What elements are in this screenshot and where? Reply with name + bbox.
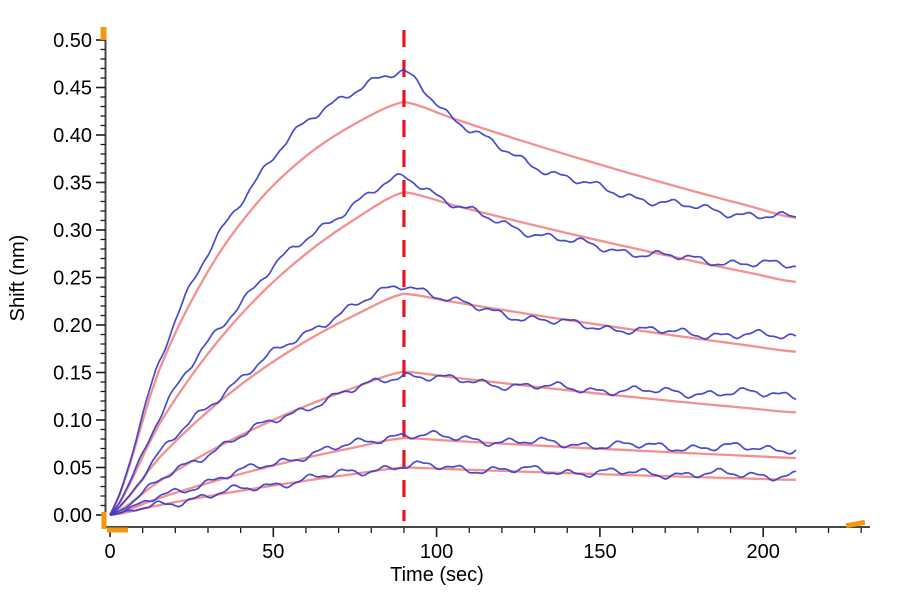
origin-handle-vertical [101,512,107,529]
data-2-curve [109,173,796,516]
axis-range-handles [100,27,866,533]
fit-6-curve [109,466,796,517]
y-tick-label: 0.10 [53,410,92,432]
data-3-curve [109,285,797,516]
axes: 0.00 0.05 0.10 0.15 0.20 0.25 0.30 0.35 0.40 0.45… [53,28,870,563]
y-tick-label: 0.20 [53,315,92,337]
y-axis-title: Shift (nm) [7,235,29,322]
x-axis-title: Time (sec) [390,564,484,586]
y-tick-label: 0.50 [53,30,92,52]
y-tick-label: 0.05 [53,458,92,480]
y-tick-label: 0.30 [53,220,92,242]
x-tick-label: 100 [420,541,453,563]
y-tick-label: 0.25 [53,268,92,290]
y-tick-label: 0.15 [53,363,92,385]
origin-handle-horizontal [107,527,128,533]
fit-3-curve [109,292,797,516]
fit-4-curve [109,370,796,517]
x-tick-label: 150 [583,541,616,563]
y-tick-label: 0.40 [53,125,92,147]
y-tick-label: 0.00 [53,505,92,527]
data-curves [109,68,797,516]
x-tick-label: 200 [747,541,780,563]
x-axis-end-handle [845,519,866,529]
y-axis-top-handle [100,27,107,40]
y-tick-label: 0.35 [53,173,92,195]
y-tick-label: 0.45 [53,78,92,100]
data-1-curve [109,68,797,516]
data-5-curve [109,429,797,516]
data-6-curve [109,460,797,516]
data-4-curve [109,371,797,516]
x-tick-label: 0 [104,541,115,563]
x-tick-label: 50 [262,541,284,563]
